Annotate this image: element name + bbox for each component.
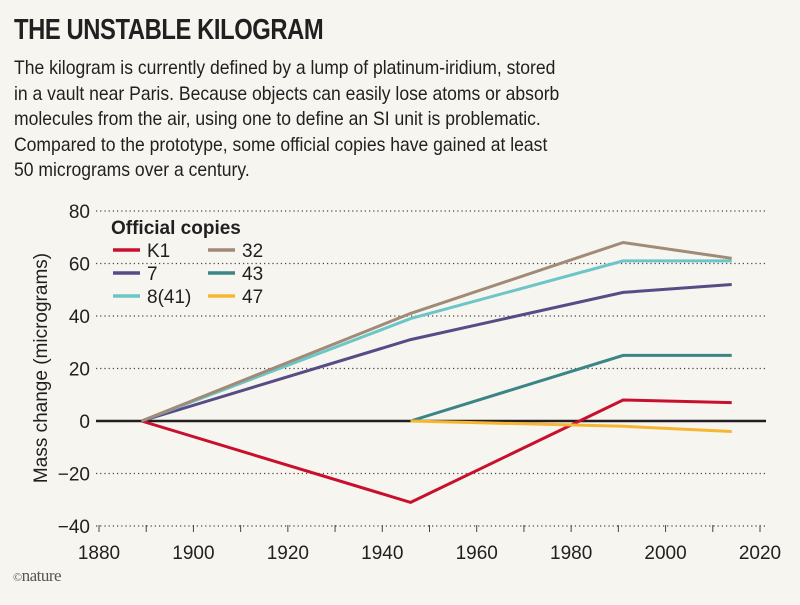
y-tick-label: 0 bbox=[79, 412, 90, 433]
series-line-47 bbox=[410, 419, 732, 433]
legend-label: 8(41) bbox=[147, 287, 191, 308]
legend-label: 32 bbox=[242, 241, 263, 262]
x-tick-label: 1880 bbox=[78, 543, 120, 564]
legend-label: 43 bbox=[242, 264, 263, 285]
x-tick-label: 1980 bbox=[550, 543, 592, 564]
subtitle-line: in a vault near Paris. Because objects c… bbox=[14, 82, 560, 105]
x-tick-label: 1920 bbox=[267, 543, 309, 564]
credit-text: nature bbox=[21, 566, 62, 585]
x-tick-label: 2020 bbox=[739, 543, 781, 564]
y-tick-label: 60 bbox=[69, 255, 90, 276]
gridlines bbox=[96, 210, 768, 527]
x-tick-label: 1960 bbox=[456, 543, 498, 564]
series-line-K1 bbox=[141, 398, 732, 505]
series-line-8-41- bbox=[140, 259, 732, 423]
subtitle-line: 50 micrograms over a century. bbox=[14, 159, 250, 181]
x-axis: 1880 1900 1920 1940 1960 1980 2000 2020 bbox=[78, 525, 781, 564]
subtitle-line: The kilogram is currently defined by a l… bbox=[14, 57, 556, 79]
y-axis-label: Mass change (micrograms) bbox=[31, 253, 52, 483]
y-tick-label: 40 bbox=[69, 307, 90, 328]
series-line-32 bbox=[140, 240, 732, 423]
y-tick-label: −20 bbox=[58, 465, 90, 486]
y-tick-label: 20 bbox=[69, 360, 90, 381]
legend-label: 47 bbox=[242, 287, 263, 308]
y-tick-label: −40 bbox=[58, 517, 90, 538]
y-tick-label: 80 bbox=[69, 202, 90, 223]
subtitle-line: Compared to the prototype, some official… bbox=[14, 133, 548, 156]
nature-credit: ©nature bbox=[13, 566, 62, 586]
chart-title: THE UNSTABLE KILOGRAM bbox=[14, 14, 324, 46]
legend-label: K1 bbox=[147, 241, 170, 262]
x-tick-label: 1940 bbox=[361, 543, 403, 564]
legend-title: Official copies bbox=[111, 218, 241, 239]
series-line-43 bbox=[410, 353, 732, 423]
y-tick-labels: −40 −20 0 20 40 60 80 bbox=[58, 202, 90, 538]
subtitle-line: molecules from the air, using one to def… bbox=[14, 108, 541, 130]
series-lines bbox=[140, 240, 732, 505]
x-tick-label: 1900 bbox=[172, 543, 214, 564]
x-tick-label: 2000 bbox=[644, 543, 686, 564]
series-line-7 bbox=[141, 283, 732, 423]
chart-subtitle: The kilogram is currently defined by a l… bbox=[14, 56, 560, 184]
copyright-symbol: © bbox=[13, 570, 22, 584]
legend-label: 7 bbox=[147, 264, 158, 285]
